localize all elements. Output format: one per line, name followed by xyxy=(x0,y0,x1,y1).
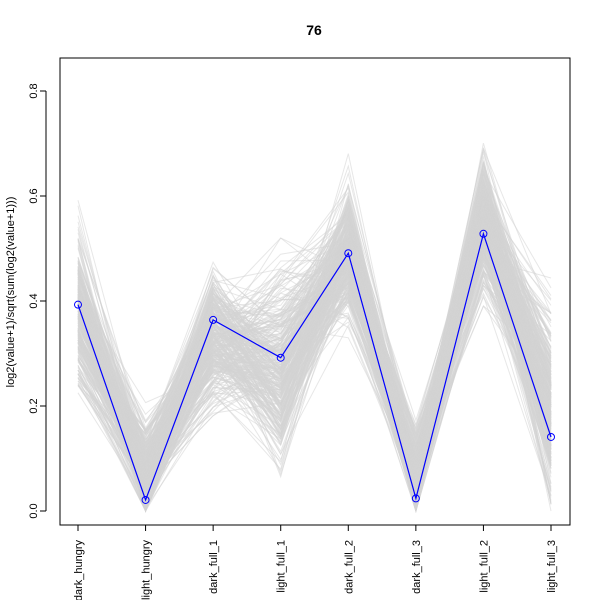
x-tick-label: light_full_3 xyxy=(546,540,558,593)
highlight-point xyxy=(411,494,420,503)
y-tick-label: 0.4 xyxy=(28,293,40,308)
y-tick-label: 0.6 xyxy=(28,188,40,203)
x-tick-label: dark_full_3 xyxy=(411,540,423,594)
background-line xyxy=(77,243,552,473)
background-line xyxy=(77,275,552,487)
x-axis: dark_hungry light_hungry dark_full_1 light_… xyxy=(73,524,558,600)
background-line xyxy=(77,161,552,513)
x-tick-label: light_full_1 xyxy=(276,540,288,593)
highlight-point xyxy=(209,315,218,324)
x-tick-label: dark_full_2 xyxy=(343,540,355,594)
highlight-point xyxy=(74,300,82,309)
background-line xyxy=(77,203,552,490)
highlight-point xyxy=(479,229,488,238)
highlight-series xyxy=(74,229,555,504)
x-tick-label: light_hungry xyxy=(141,540,153,600)
background-line xyxy=(77,227,552,472)
y-axis: 0.0 0.2 0.4 0.6 0.8 xyxy=(28,83,47,519)
background-line xyxy=(77,161,552,513)
background-line xyxy=(77,240,552,488)
highlight-point xyxy=(547,432,555,441)
y-tick-label: 0.2 xyxy=(28,398,40,413)
highlight-point xyxy=(276,353,285,362)
x-tick-label: dark_hungry xyxy=(73,540,85,600)
background-line xyxy=(77,187,552,512)
background-lines xyxy=(77,142,552,513)
highlight-line xyxy=(77,231,552,502)
chart-title: 76 xyxy=(306,22,322,38)
background-line xyxy=(77,216,552,505)
y-axis-label: log2(value+1)/sqrt(sum(log2(value+1))) xyxy=(5,197,17,388)
x-tick-label: dark_full_1 xyxy=(208,540,220,594)
highlight-point xyxy=(344,249,353,258)
highlight-point xyxy=(141,495,150,504)
background-line xyxy=(77,274,552,486)
x-tick-label: light_full_2 xyxy=(478,540,490,593)
y-tick-label: 0.8 xyxy=(28,83,40,98)
y-tick-label: 0.0 xyxy=(28,503,40,518)
